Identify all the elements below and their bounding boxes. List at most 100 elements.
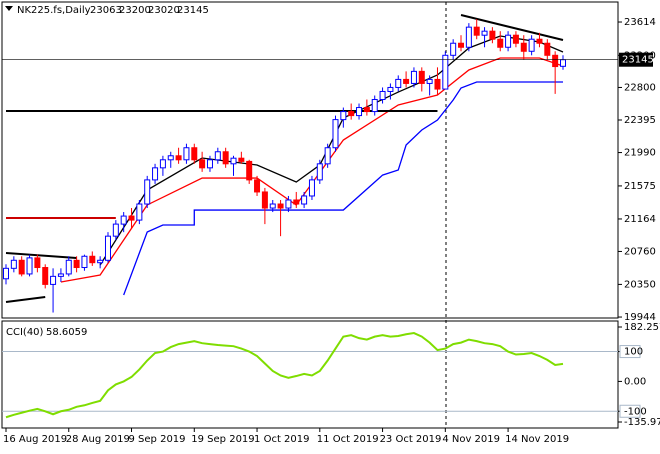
symbol-title: NK225.fs,Daily bbox=[17, 5, 91, 16]
header-open: 23063 bbox=[90, 5, 122, 16]
candle-body bbox=[552, 54, 559, 68]
header-close: 23145 bbox=[177, 5, 209, 16]
y-tick-label: 20350 bbox=[624, 279, 656, 290]
cci-panel-frame bbox=[1, 320, 619, 429]
candle-body bbox=[520, 42, 527, 52]
candle-body bbox=[10, 259, 17, 269]
y-tick-label: 21164 bbox=[624, 214, 656, 225]
candle-body bbox=[473, 26, 480, 36]
candle-body bbox=[332, 119, 339, 149]
candle-body bbox=[387, 86, 394, 92]
candle-body bbox=[450, 42, 457, 56]
candle-body bbox=[167, 155, 174, 161]
candle-body bbox=[214, 151, 221, 161]
candle-body bbox=[308, 179, 315, 197]
candle-body bbox=[238, 157, 245, 162]
candle-body bbox=[528, 38, 535, 52]
x-tick-label: 4 Nov 2019 bbox=[442, 434, 500, 445]
candle-body bbox=[356, 107, 363, 117]
y-tick-label: 20760 bbox=[624, 246, 656, 257]
candle-body bbox=[65, 259, 72, 275]
cci-tick-label: -135.9714 bbox=[624, 417, 660, 428]
candle-body bbox=[379, 90, 386, 101]
candle-body bbox=[434, 78, 441, 90]
header-low: 23020 bbox=[148, 5, 180, 16]
candle-body bbox=[159, 159, 166, 169]
y-tick-label: 21575 bbox=[624, 181, 656, 192]
x-tick-label: 1 Oct 2019 bbox=[254, 434, 309, 445]
candle-body bbox=[301, 195, 308, 205]
y-tick-label: 23614 bbox=[624, 17, 656, 28]
x-tick-label: 14 Nov 2019 bbox=[505, 434, 569, 445]
collapse-arrow[interactable] bbox=[5, 6, 13, 11]
candle-body bbox=[246, 160, 253, 181]
candle-body bbox=[340, 111, 347, 121]
candle-body bbox=[128, 215, 135, 221]
candle-body bbox=[199, 159, 206, 169]
candle-body bbox=[293, 199, 300, 205]
candle-body bbox=[230, 157, 237, 165]
trend-line bbox=[5, 251, 77, 260]
candle-body bbox=[418, 70, 425, 84]
candle-body bbox=[81, 255, 88, 269]
cci-tick-label: -100 bbox=[624, 406, 647, 417]
trend-line bbox=[5, 296, 46, 303]
x-tick-label: 19 Sep 2019 bbox=[191, 434, 254, 445]
candle-body bbox=[112, 223, 119, 237]
candle-body bbox=[544, 42, 551, 56]
candle-body bbox=[175, 155, 182, 161]
cci-level-box bbox=[619, 345, 641, 359]
candle-body bbox=[426, 78, 433, 84]
x-tick-label: 11 Oct 2019 bbox=[317, 434, 379, 445]
candle-body bbox=[104, 235, 111, 261]
candle-body bbox=[3, 267, 9, 280]
candle-body bbox=[465, 26, 472, 48]
candle-body bbox=[403, 78, 410, 84]
candle-body bbox=[136, 203, 143, 221]
x-tick-label: 23 Oct 2019 bbox=[380, 434, 442, 445]
candle-body bbox=[34, 257, 41, 269]
cci-tick-label: 0.00 bbox=[624, 376, 646, 387]
candle-body bbox=[512, 34, 519, 44]
candle-body bbox=[371, 99, 378, 113]
candle-body bbox=[348, 111, 355, 117]
candle-body bbox=[50, 275, 57, 285]
last-price-label: 23145 bbox=[622, 55, 654, 66]
candle-body bbox=[183, 147, 190, 161]
cci-title: CCI(40) bbox=[6, 327, 44, 338]
cci-value: 58.6059 bbox=[46, 327, 87, 338]
x-tick-label: 9 Sep 2019 bbox=[129, 434, 186, 445]
main-panel-frame bbox=[1, 1, 619, 319]
candle-body bbox=[191, 147, 198, 161]
candle-body bbox=[536, 38, 543, 44]
candle-body bbox=[489, 30, 496, 40]
cci-line bbox=[5, 332, 564, 419]
candle-body bbox=[277, 203, 284, 209]
trend-line bbox=[460, 14, 564, 41]
candle-body bbox=[269, 203, 276, 209]
candle-body bbox=[254, 179, 261, 193]
candle-body bbox=[89, 255, 96, 264]
candle-body bbox=[560, 59, 566, 67]
cci-tick-label: 182.2575 bbox=[624, 322, 660, 333]
last-price-box bbox=[619, 52, 653, 67]
candle-body bbox=[481, 30, 488, 36]
y-tick-label: 22800 bbox=[624, 82, 656, 93]
header-high: 23200 bbox=[119, 5, 151, 16]
candle-body bbox=[42, 267, 49, 285]
x-tick-label: 28 Aug 2019 bbox=[66, 434, 130, 445]
y-tick-label: 19944 bbox=[624, 312, 656, 323]
candle-body bbox=[316, 163, 323, 181]
candle-body bbox=[152, 167, 159, 181]
candle-body bbox=[410, 70, 417, 84]
candle-body bbox=[458, 42, 465, 48]
candle-body bbox=[97, 259, 104, 264]
candle-body bbox=[222, 151, 229, 165]
candle-body bbox=[26, 257, 33, 275]
candle-body bbox=[261, 191, 268, 209]
candle-body bbox=[505, 34, 512, 48]
y-tick-label: 22395 bbox=[624, 115, 656, 126]
